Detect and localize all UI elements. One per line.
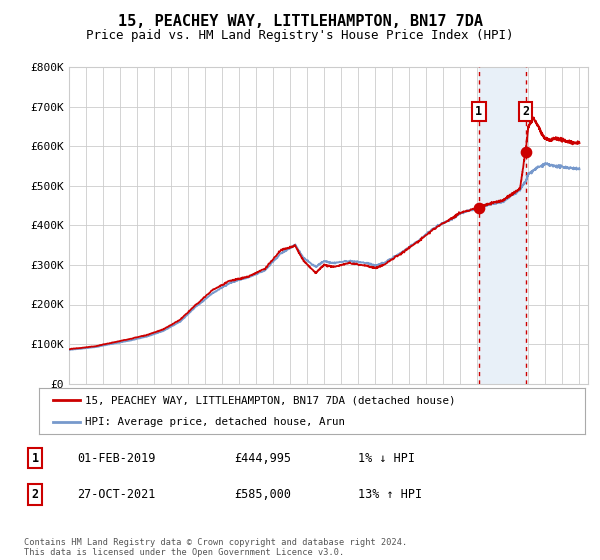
Text: 15, PEACHEY WAY, LITTLEHAMPTON, BN17 7DA (detached house): 15, PEACHEY WAY, LITTLEHAMPTON, BN17 7DA… [85, 395, 456, 405]
Text: 1: 1 [475, 105, 482, 118]
Text: 01-FEB-2019: 01-FEB-2019 [77, 452, 155, 465]
Text: 15, PEACHEY WAY, LITTLEHAMPTON, BN17 7DA: 15, PEACHEY WAY, LITTLEHAMPTON, BN17 7DA [118, 14, 482, 29]
Text: 1: 1 [31, 452, 38, 465]
Text: HPI: Average price, detached house, Arun: HPI: Average price, detached house, Arun [85, 417, 346, 427]
Text: 27-OCT-2021: 27-OCT-2021 [77, 488, 155, 501]
Text: £444,995: £444,995 [234, 452, 291, 465]
Text: 2: 2 [31, 488, 38, 501]
Text: 2: 2 [522, 105, 529, 118]
Text: Contains HM Land Registry data © Crown copyright and database right 2024.
This d: Contains HM Land Registry data © Crown c… [24, 538, 407, 557]
Text: £585,000: £585,000 [234, 488, 291, 501]
Text: 1% ↓ HPI: 1% ↓ HPI [358, 452, 415, 465]
Point [521, 148, 530, 157]
Point [474, 203, 484, 212]
Bar [479, 67, 526, 384]
Text: 13% ↑ HPI: 13% ↑ HPI [358, 488, 422, 501]
Text: Price paid vs. HM Land Registry's House Price Index (HPI): Price paid vs. HM Land Registry's House … [86, 29, 514, 42]
